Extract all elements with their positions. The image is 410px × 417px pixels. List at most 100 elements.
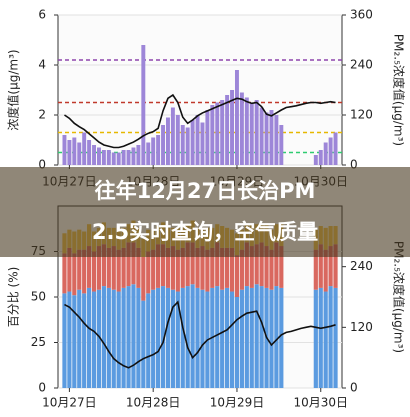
bar-segment: [82, 249, 87, 294]
bar-segment: [269, 289, 274, 388]
y-tick-label: 50: [31, 290, 46, 304]
y-axis-label: 百分比 (%): [7, 267, 21, 328]
y-tick-label: 0: [38, 158, 46, 172]
line: [64, 300, 336, 369]
bar-segment: [151, 249, 156, 290]
bar-segment: [328, 286, 333, 388]
bar-segment: [175, 291, 180, 388]
y2-tick-label: 360: [350, 8, 373, 22]
bar-segment: [101, 244, 106, 287]
bar-segment: [264, 246, 269, 288]
bar-segment: [249, 246, 254, 288]
bar-segment: [323, 249, 328, 292]
bar: [264, 112, 269, 165]
line: [64, 93, 336, 149]
plot-area: [57, 14, 343, 166]
bar: [156, 135, 161, 165]
bar-segment: [156, 287, 161, 388]
bar: [210, 105, 215, 165]
bar-segment: [244, 242, 249, 287]
bar: [72, 137, 77, 165]
bar: [274, 115, 279, 165]
bar-segment: [254, 244, 259, 285]
bar-segment: [175, 249, 180, 292]
bar: [136, 145, 141, 165]
bar-segment: [229, 291, 235, 388]
y2-axis-label: PM₂.₅浓度值(μg/m³): [392, 34, 407, 146]
bar-segment: [106, 287, 111, 388]
bar-segment: [62, 253, 67, 294]
y2-tick-label: 240: [350, 259, 373, 273]
bar: [126, 150, 131, 165]
bar-segment: [96, 246, 102, 290]
bar: [259, 107, 264, 165]
bar: [92, 145, 97, 165]
bar-segment: [116, 249, 121, 292]
bar: [323, 142, 328, 165]
y-axis-label: 浓度值(μg/m³): [6, 49, 21, 130]
bar: [161, 125, 166, 165]
bar-segment: [170, 289, 175, 388]
bar-segment: [210, 247, 215, 288]
bar: [121, 150, 126, 165]
bar: [313, 155, 318, 165]
bar-segment: [318, 287, 323, 388]
bar-segment: [62, 293, 67, 388]
bar-segment: [215, 286, 220, 388]
bar-segment: [87, 287, 92, 388]
x-tick-label: 10月28日: [126, 396, 181, 410]
bar-segment: [131, 284, 136, 388]
bar: [269, 110, 274, 165]
bar-segment: [190, 242, 195, 285]
banner-line: 往年12月27日长治PM: [95, 179, 316, 203]
bar: [279, 125, 284, 165]
bar-segment: [313, 289, 318, 388]
bar-segment: [333, 244, 338, 288]
bar-segment: [180, 247, 185, 288]
x-tick-label: 10月30日: [293, 396, 348, 410]
y2-tick-label: 120: [350, 320, 373, 334]
bar-segment: [328, 246, 333, 287]
bar-segment: [323, 291, 328, 388]
bar-segment: [141, 300, 146, 388]
bar-segment: [215, 242, 220, 287]
bar-segment: [234, 255, 240, 297]
bar-segment: [259, 242, 264, 287]
bar-segment: [151, 289, 156, 388]
bar: [318, 150, 323, 165]
bar: [87, 140, 92, 165]
bar-segment: [165, 247, 171, 288]
bar-segment: [87, 246, 92, 288]
bar-segment: [225, 247, 230, 288]
bar: [67, 140, 72, 165]
bar: [249, 102, 254, 165]
bar: [180, 125, 185, 165]
bar-segment: [225, 287, 230, 388]
bar-segment: [170, 246, 175, 290]
bar-segment: [106, 247, 111, 288]
y2-tick-label: 120: [350, 108, 373, 122]
bar-segment: [121, 247, 126, 288]
banner-line: 2.5实时查询，空气质量: [92, 220, 318, 244]
bar-segment: [239, 289, 244, 388]
bar-segment: [91, 251, 97, 292]
bar-segment: [72, 295, 77, 388]
bar-segment: [205, 249, 210, 292]
bar: [220, 100, 225, 165]
bar-segment: [126, 286, 131, 388]
bar-segment: [67, 247, 72, 292]
bar-segment: [274, 242, 279, 287]
y-tick-label: 0: [38, 381, 46, 395]
bar: [82, 132, 87, 165]
bar: [101, 150, 106, 165]
bar-segment: [146, 251, 151, 294]
bar: [151, 137, 156, 165]
bar-segment: [239, 249, 244, 290]
bar: [111, 152, 116, 165]
bar-segment: [67, 291, 72, 388]
bar: [195, 115, 200, 165]
bar: [234, 70, 239, 165]
bar: [215, 102, 220, 165]
bar: [205, 110, 210, 165]
